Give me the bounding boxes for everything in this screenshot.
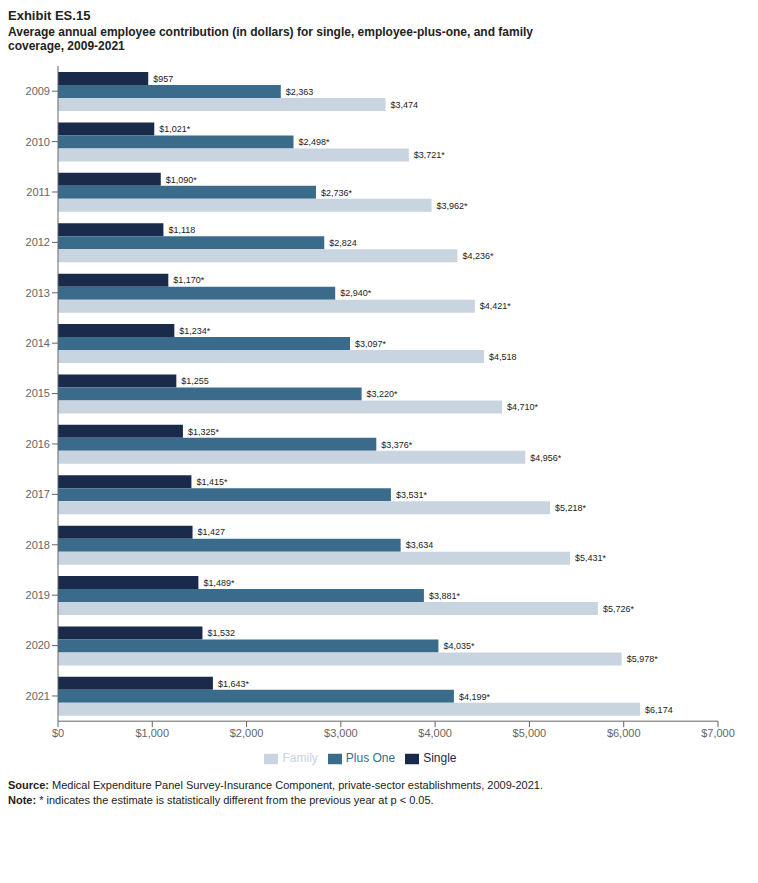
svg-text:$5,000: $5,000 — [513, 727, 547, 739]
svg-text:$5,978*: $5,978* — [627, 654, 659, 664]
svg-text:$3,962*: $3,962* — [437, 201, 469, 211]
svg-text:$4,710*: $4,710* — [507, 402, 539, 412]
svg-text:$5,726*: $5,726* — [603, 604, 635, 614]
svg-text:$2,000: $2,000 — [230, 727, 264, 739]
svg-text:$1,170*: $1,170* — [173, 275, 205, 285]
svg-text:$2,736*: $2,736* — [321, 188, 353, 198]
svg-text:$1,000: $1,000 — [135, 727, 169, 739]
svg-text:$2,940*: $2,940* — [340, 288, 372, 298]
svg-text:$3,721*: $3,721* — [414, 150, 446, 160]
svg-text:$1,643*: $1,643* — [218, 679, 250, 689]
html-text:Average annual employee contri: Average annual employee contribution (in… — [8, 25, 533, 53]
svg-text:$1,415*: $1,415* — [196, 477, 228, 487]
svg-text:2017: 2017 — [26, 488, 50, 500]
svg-text:$2,824: $2,824 — [329, 238, 357, 248]
svg-text:2010: 2010 — [26, 136, 50, 148]
svg-text:$0: $0 — [52, 727, 64, 739]
html-text:Exhibit ES.15: Exhibit ES.15 — [8, 8, 91, 23]
svg-text:2021: 2021 — [26, 690, 50, 702]
svg-text:$5,431*: $5,431* — [575, 553, 607, 563]
svg-text:2011: 2011 — [26, 186, 50, 198]
svg-text:$1,021*: $1,021* — [159, 124, 191, 134]
svg-text:$4,035*: $4,035* — [443, 641, 475, 651]
svg-text:$3,531*: $3,531* — [396, 490, 428, 500]
svg-text:$4,518: $4,518 — [489, 352, 517, 362]
svg-text:$4,421*: $4,421* — [480, 301, 512, 311]
svg-text:$3,634: $3,634 — [406, 540, 434, 550]
svg-text:$1,325*: $1,325* — [188, 427, 220, 437]
svg-text:$1,255: $1,255 — [181, 376, 209, 386]
svg-text:$3,881*: $3,881* — [429, 591, 461, 601]
svg-text:$4,000: $4,000 — [418, 727, 452, 739]
svg-text:$4,236*: $4,236* — [462, 251, 494, 261]
svg-text:$2,363: $2,363 — [286, 87, 314, 97]
svg-text:$1,234*: $1,234* — [179, 326, 211, 336]
svg-text:2012: 2012 — [26, 236, 50, 248]
svg-text:$6,000: $6,000 — [607, 727, 641, 739]
html-text:Single: Single — [423, 751, 457, 766]
svg-text:$1,427: $1,427 — [198, 527, 226, 537]
svg-text:$6,174: $6,174 — [645, 705, 673, 715]
html-text:Plus One: Plus One — [345, 751, 396, 766]
svg-text:$3,376*: $3,376* — [381, 440, 413, 450]
svg-text:2013: 2013 — [26, 287, 50, 299]
svg-text:$2,498*: $2,498* — [299, 137, 331, 147]
svg-text:$957: $957 — [153, 74, 173, 84]
svg-text:2016: 2016 — [26, 438, 50, 450]
svg-text:$1,118: $1,118 — [168, 225, 195, 235]
html-text:Family: Family — [282, 751, 318, 766]
svg-text:$3,000: $3,000 — [324, 727, 358, 739]
svg-text:2009: 2009 — [26, 85, 50, 97]
svg-text:$1,489*: $1,489* — [203, 578, 235, 588]
html-text:Note: * indicates the estimate: Note: * indicates the estimate is statis… — [8, 794, 434, 806]
svg-text:$5,218*: $5,218* — [555, 503, 587, 513]
svg-text:$1,532: $1,532 — [207, 628, 235, 638]
svg-text:$4,199*: $4,199* — [459, 692, 491, 702]
svg-text:$7,000: $7,000 — [701, 727, 735, 739]
svg-text:2020: 2020 — [26, 639, 50, 651]
svg-text:2018: 2018 — [26, 539, 50, 551]
svg-text:$1,090*: $1,090* — [166, 175, 198, 185]
svg-text:2014: 2014 — [26, 337, 50, 349]
html-text:Source: Medical Expenditure Pa: Source: Medical Expenditure Panel Survey… — [8, 779, 543, 791]
svg-text:$3,220*: $3,220* — [367, 389, 399, 399]
svg-text:$3,474: $3,474 — [391, 100, 419, 110]
svg-text:2019: 2019 — [26, 589, 50, 601]
svg-text:$3,097*: $3,097* — [355, 339, 387, 349]
svg-text:2015: 2015 — [26, 387, 50, 399]
svg-text:$4,956*: $4,956* — [530, 453, 562, 463]
